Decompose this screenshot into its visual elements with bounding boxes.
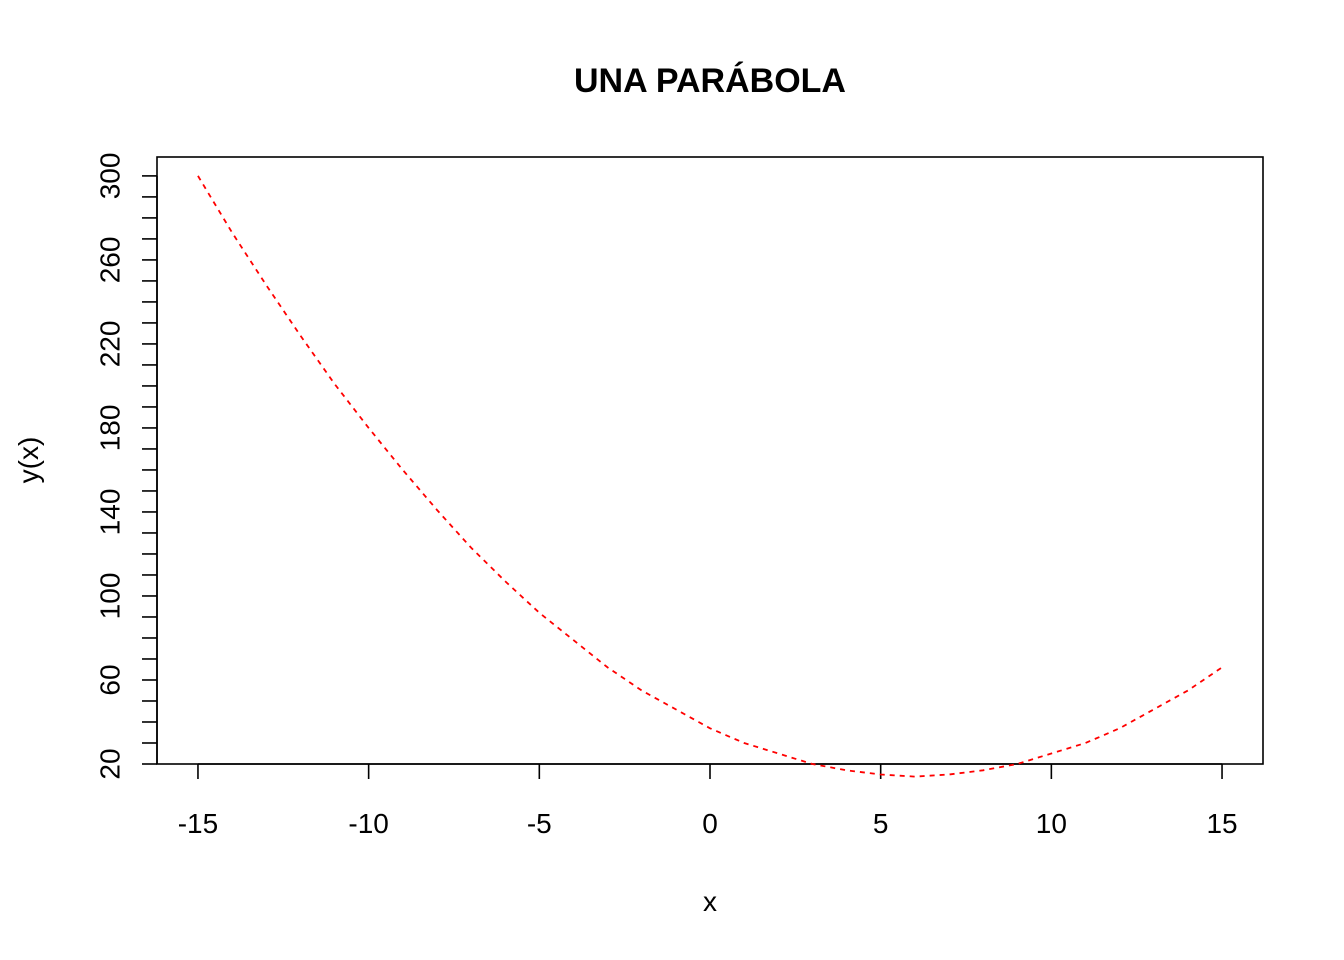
y-tick-label: 60 <box>94 664 125 695</box>
y-tick-label: 140 <box>94 489 125 536</box>
y-tick-label: 220 <box>94 321 125 368</box>
y-tick-label: 100 <box>94 573 125 620</box>
series-layer <box>197 175 1223 778</box>
parabola-series-line-0 <box>197 175 1223 778</box>
y-tick-label: 20 <box>94 748 125 779</box>
y-tick-label: 180 <box>94 405 125 452</box>
y-tick-label: 260 <box>94 237 125 284</box>
chart-title: UNA PARÁBOLA <box>574 62 846 100</box>
x-tick-label: -5 <box>527 808 552 839</box>
x-tick-label: 10 <box>1036 808 1067 839</box>
y-tick-label: 300 <box>94 153 125 200</box>
plot-area-frame <box>156 156 1264 765</box>
x-tick-label: -15 <box>178 808 218 839</box>
y-axis: 20 60 100 140 180 220 260 300 <box>94 153 158 780</box>
x-axis-label: x <box>703 886 717 917</box>
y-axis-label: y(x) <box>13 437 44 484</box>
x-tick-label: -10 <box>348 808 388 839</box>
x-tick-label: 15 <box>1206 808 1237 839</box>
x-axis: -15 -10 -5 0 5 10 15 <box>178 763 1238 839</box>
x-tick-label: 5 <box>873 808 889 839</box>
x-tick-label: 0 <box>702 808 718 839</box>
